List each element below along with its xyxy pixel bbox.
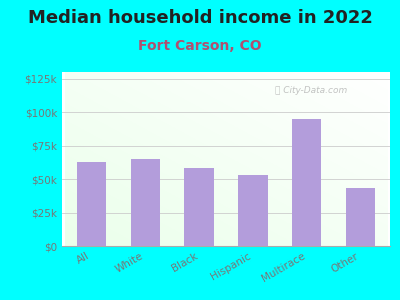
Bar [184, 168, 214, 246]
Text: Fort Carson, CO: Fort Carson, CO [138, 39, 262, 53]
Bar [238, 175, 268, 246]
Bar [346, 188, 375, 246]
Bar [77, 162, 106, 246]
Bar [130, 159, 160, 246]
Text: ⓘ City-Data.com: ⓘ City-Data.com [275, 86, 348, 95]
Text: Median household income in 2022: Median household income in 2022 [28, 9, 372, 27]
Bar [292, 119, 322, 246]
